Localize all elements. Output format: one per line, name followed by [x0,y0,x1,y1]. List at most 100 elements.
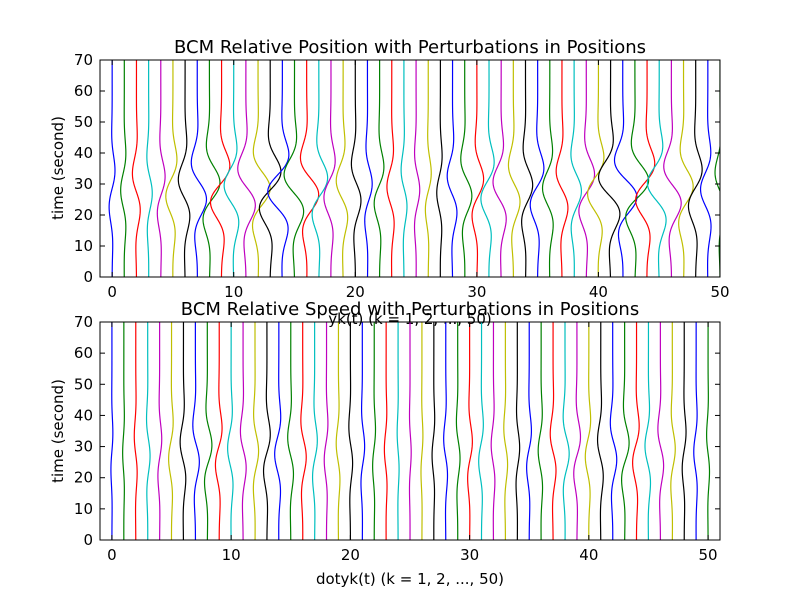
speed-ticks: 0 10 20 30 40 50 0 10 20 30 40 50 60 70 [74,313,720,564]
position-y-label: time (second) [49,116,67,220]
speed-chart-title: BCM Relative Speed with Perturbations in… [181,299,639,320]
position-series-line [146,60,153,277]
speed-series-line [408,322,412,540]
speed-series-line [537,322,544,540]
speed-series-line [239,322,247,540]
speed-series-line [227,322,234,540]
position-series-line [460,60,473,277]
speed-series-line [335,322,341,540]
speed-series-lines [110,322,711,540]
position-y-tick-label: 50 [74,113,93,131]
position-axes-frame [99,59,721,278]
position-series-line [446,60,458,277]
position-y-tick-label: 20 [74,206,93,224]
speed-x-tick-label: 0 [107,546,117,564]
position-series-line [190,60,208,277]
speed-series-line [262,322,271,540]
position-series-line [177,60,191,277]
speed-series-line [657,322,665,540]
position-series-line [597,60,621,277]
speed-series-line [274,322,282,540]
speed-series-line [620,322,630,540]
speed-series-line [348,322,354,540]
position-series-line [251,60,271,277]
position-series-line [323,60,336,277]
speed-series-line [644,322,652,540]
speed-series-line [443,322,449,540]
speed-series-line [252,322,260,540]
position-series-line [258,60,282,277]
position-series-line [386,60,395,277]
position-series-line [400,60,408,277]
speed-series-line [203,322,213,540]
speed-series-line [573,322,582,540]
position-series-line [311,60,329,277]
position-series-line [436,60,443,277]
position-series-line [373,60,385,277]
position-series-line [613,60,638,277]
speed-axes-frame [99,321,721,541]
speed-series-line [287,322,295,540]
position-series-line [335,60,349,277]
speed-y-tick-label: 60 [74,344,93,362]
speed-series-line [192,322,200,540]
speed-x-tick-label: 20 [341,546,360,564]
position-series-line [678,60,694,277]
speed-series-line [311,322,318,540]
speed-y-tick-label: 10 [74,500,93,518]
speed-series-line [490,322,496,540]
position-series-line [699,60,712,277]
speed-series-line [214,322,223,540]
position-chart-title: BCM Relative Position with Perturbations… [174,37,646,58]
speed-series-line [455,322,461,540]
speed-series-line [179,322,187,540]
speed-y-tick-label: 0 [83,531,93,549]
position-x-tick-label: 10 [224,283,243,301]
position-x-label: yk(t) (k = 1, 2, ..., 50) [328,310,492,328]
speed-series-line [549,322,557,540]
speed-y-tick-label: 30 [74,438,93,456]
position-series-line [267,60,290,277]
position-x-tick-label: 30 [467,283,486,301]
position-y-tick-label: 60 [74,82,93,100]
position-series-line [299,60,320,277]
speed-series-line [420,322,424,540]
position-x-tick-label: 0 [107,283,117,301]
position-y-tick-label: 70 [74,51,93,69]
position-series-line [492,60,507,277]
position-series-line [578,60,596,277]
position-series-line [108,60,116,277]
speed-y-tick-label: 70 [74,313,93,331]
speed-series-line [670,322,676,540]
speed-series-line [372,322,377,540]
position-y-tick-label: 40 [74,144,93,162]
speed-series-line [300,322,307,540]
position-series-line [131,60,141,277]
speed-x-tick-label: 40 [579,546,598,564]
position-series-line [625,60,650,277]
speed-series-line [396,322,400,540]
position-series-line [202,60,221,277]
speed-y-tick-label: 40 [74,406,93,424]
position-series-line [646,60,667,277]
speed-series-line [157,322,163,540]
position-chart: BCM Relative Position with Perturbations… [49,37,730,328]
position-x-tick-label: 40 [589,283,608,301]
speed-x-tick-label: 30 [460,546,479,564]
position-series-line [165,60,178,277]
position-series-line [529,60,545,277]
position-series-line [223,60,240,277]
position-series-line [507,60,521,277]
position-series-line [635,60,656,277]
speed-series-line [706,322,711,540]
position-series-line [364,60,373,277]
position-x-tick-label: 50 [710,283,729,301]
speed-series-line [609,322,618,540]
position-series-line [350,60,362,277]
position-series-line [480,60,495,277]
speed-series-line [693,322,698,540]
speed-series-line [562,322,570,540]
position-y-tick-label: 30 [74,175,93,193]
speed-series-line [596,322,604,540]
speed-chart: BCM Relative Speed with Perturbations in… [49,299,721,588]
